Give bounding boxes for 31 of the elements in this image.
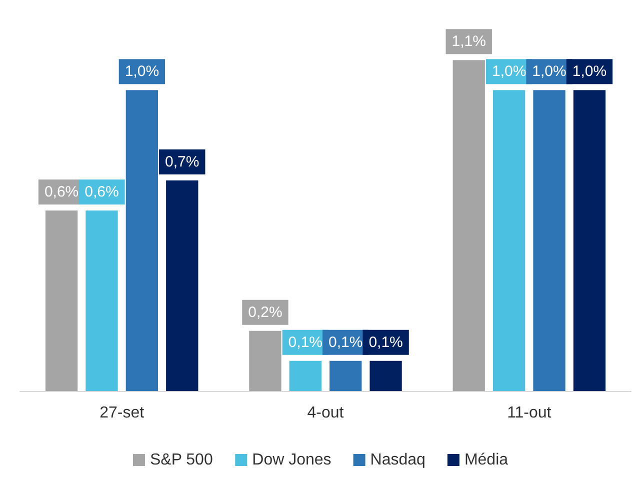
bar (533, 90, 566, 391)
bar (330, 360, 362, 391)
legend-label: S&P 500 (150, 452, 213, 468)
x-tick-label: 27-set (100, 404, 145, 422)
data-label: 1,0% (532, 63, 566, 80)
bar (289, 360, 322, 391)
data-label: 1,0% (124, 63, 160, 80)
data-label: 1,0% (492, 63, 526, 80)
legend-label: Nasdaq (370, 452, 426, 468)
data-label: 0,2% (248, 304, 282, 321)
legend-label: Dow Jones (252, 452, 332, 468)
bar (126, 90, 158, 391)
data-label: 1,1% (452, 33, 486, 50)
bar (452, 60, 485, 391)
x-tick-label: 4-out (307, 404, 344, 422)
bar (573, 90, 606, 391)
bar (45, 210, 78, 391)
bar (86, 210, 118, 391)
bar (492, 90, 526, 391)
data-label: 0,1% (368, 334, 403, 351)
data-label: 0,6% (44, 184, 79, 200)
data-label: 0,6% (84, 184, 119, 200)
data-label: 0,7% (165, 153, 200, 170)
bar (370, 360, 402, 391)
bar (249, 330, 282, 391)
data-label: 1,0% (572, 63, 607, 80)
x-tick-label: 11-out (507, 404, 552, 422)
bar (166, 180, 198, 391)
data-label: 0,1% (288, 334, 323, 351)
legend-label: Média (464, 452, 508, 468)
data-label: 0,1% (328, 334, 363, 351)
